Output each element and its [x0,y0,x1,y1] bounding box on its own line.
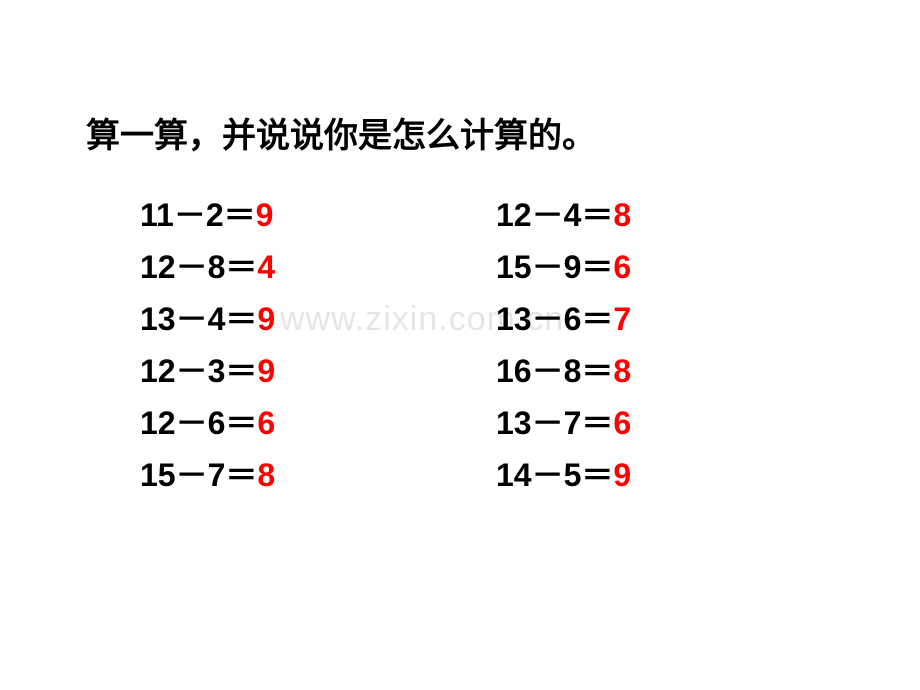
equation-lhs: 12－6＝ [140,398,257,444]
equation-row: 12－6＝6 [140,398,400,450]
equation-lhs: 13－4＝ [140,294,257,340]
equation-answer: 8 [257,457,275,494]
equation-row: 13－4＝9 [140,294,400,346]
equation-lhs: 12－8＝ [140,242,257,288]
equation-answer: 6 [613,249,631,286]
equation-answer: 8 [613,353,631,390]
equation-lhs: 13－6＝ [496,294,613,340]
equation-answer: 9 [257,301,275,338]
equation-row: 13－6＝7 [496,294,756,346]
equation-answer: 9 [256,197,274,234]
equation-lhs: 16－8＝ [496,346,613,392]
equation-answer: 9 [257,353,275,390]
equation-row: 15－7＝8 [140,450,400,502]
equation-row: 12－8＝4 [140,242,400,294]
equation-lhs: 15－9＝ [496,242,613,288]
equation-row: 12－3＝9 [140,346,400,398]
equation-lhs: 12－4＝ [496,190,613,236]
equation-lhs: 12－3＝ [140,346,257,392]
equation-lhs: 15－7＝ [140,450,257,496]
equation-answer: 8 [613,197,631,234]
equation-lhs: 14－5＝ [496,450,613,496]
equation-row: 11－2＝9 [140,190,400,242]
equation-answer: 6 [257,405,275,442]
equation-lhs: 11－2＝ [140,190,256,236]
equation-row: 12－4＝8 [496,190,756,242]
equation-answer: 7 [613,301,631,338]
equation-row: 15－9＝6 [496,242,756,294]
equations-container: 11－2＝912－8＝413－4＝912－3＝912－6＝615－7＝8 12－… [140,190,756,502]
equations-right-column: 12－4＝815－9＝613－6＝716－8＝813－7＝614－5＝9 [496,190,756,502]
equation-row: 16－8＝8 [496,346,756,398]
page-title: 算一算，并说说你是怎么计算的。 [86,108,596,157]
equation-answer: 4 [257,249,275,286]
equation-answer: 6 [613,405,631,442]
equation-row: 13－7＝6 [496,398,756,450]
equation-lhs: 13－7＝ [496,398,613,444]
equation-answer: 9 [613,457,631,494]
equation-row: 14－5＝9 [496,450,756,502]
equations-left-column: 11－2＝912－8＝413－4＝912－3＝912－6＝615－7＝8 [140,190,400,502]
